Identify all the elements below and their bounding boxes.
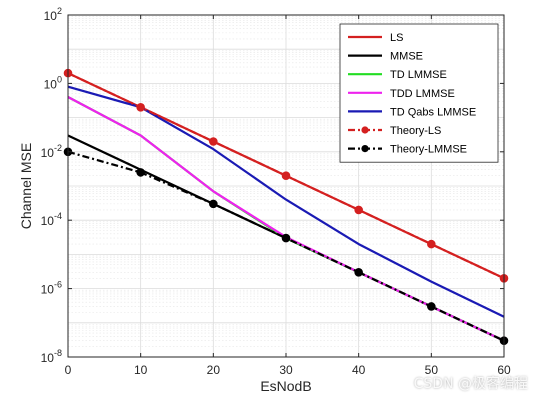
legend-label: LS	[390, 32, 403, 44]
legend-marker	[361, 145, 369, 153]
series-point	[281, 233, 291, 243]
y-tick-label: 10-2	[41, 143, 62, 160]
x-tick-label: 50	[425, 363, 439, 377]
legend-label: Theory-LMMSE	[390, 144, 467, 156]
x-tick-label: 30	[279, 363, 293, 377]
legend-label: TD LMMSE	[390, 69, 447, 81]
x-tick-label: 10	[134, 363, 148, 377]
grid-lines	[67, 15, 505, 358]
legend: LS MMSE TD LMMSE TDD LMMSE TD Qabs LMMSE Theo…	[339, 23, 499, 163]
x-tick-label: 0	[65, 363, 72, 377]
series-point	[354, 205, 363, 215]
y-tick-label: 10-4	[41, 211, 62, 228]
axis-ticks: 0 10 20 30 40 50 60 10-8 10-6 10-4 10-2 100 102	[41, 6, 511, 377]
legend-marker	[361, 126, 369, 134]
y-axis-label: Channel MSE	[18, 143, 34, 229]
x-axis-label: EsNodB	[260, 378, 311, 394]
series-point	[354, 267, 363, 277]
y-tick-label: 10-8	[41, 348, 62, 365]
series-point	[136, 168, 145, 177]
series-point	[281, 171, 291, 181]
x-tick-label: 20	[207, 363, 221, 377]
legend-label: MMSE	[390, 51, 423, 63]
series-point	[136, 103, 145, 112]
watermark: CSDN @极客编程	[413, 376, 528, 392]
legend-label: TD Qabs LMMSE	[390, 106, 476, 118]
x-tick-label: 60	[497, 363, 511, 377]
y-tick-label: 102	[44, 6, 62, 23]
series-point	[209, 137, 218, 146]
series-point	[427, 302, 436, 311]
y-tick-label: 100	[44, 74, 62, 91]
series-layer	[63, 68, 509, 345]
series-point	[209, 199, 218, 209]
x-tick-label: 40	[352, 363, 366, 377]
legend-label: Theory-LS	[390, 125, 441, 137]
legend-label: TDD LMMSE	[390, 88, 455, 100]
y-tick-label: 10-6	[41, 280, 62, 297]
series-point	[427, 239, 436, 249]
